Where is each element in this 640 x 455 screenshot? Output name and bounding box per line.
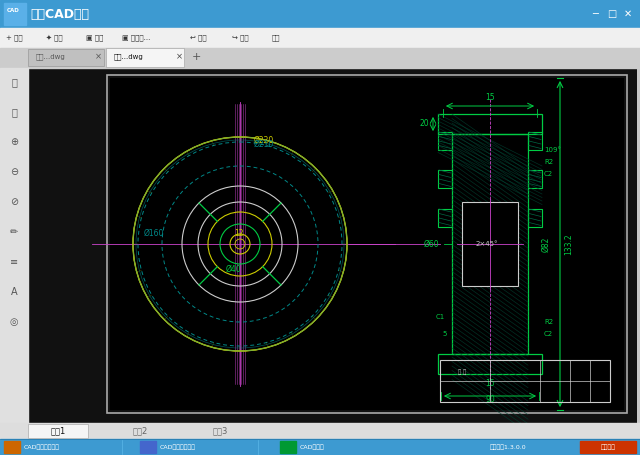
Text: 页面2: 页面2 — [132, 426, 148, 435]
Text: 12: 12 — [234, 229, 243, 238]
Text: ▣ 存储: ▣ 存储 — [86, 35, 104, 41]
Bar — [28, 68, 637, 423]
Text: ×: × — [95, 52, 102, 61]
Text: + 打开: + 打开 — [6, 35, 22, 41]
Bar — [4, 3, 26, 25]
Bar — [4, 441, 20, 453]
Text: 🔍: 🔍 — [11, 77, 17, 87]
Text: ↩ 后退: ↩ 后退 — [190, 35, 207, 41]
Text: Ø82: Ø82 — [541, 236, 550, 252]
Text: ⊖: ⊖ — [10, 167, 18, 177]
Text: 5: 5 — [442, 331, 446, 337]
Bar — [110, 78, 624, 410]
Bar — [140, 441, 156, 453]
Bar — [528, 132, 542, 150]
Text: CAD转换器: CAD转换器 — [300, 444, 324, 450]
Text: CAD: CAD — [7, 7, 20, 12]
Text: 页面1: 页面1 — [51, 426, 66, 435]
Bar — [0, 68, 28, 423]
Text: 版本号：1.3.0.0: 版本号：1.3.0.0 — [490, 444, 527, 450]
Text: 90: 90 — [485, 395, 495, 404]
Text: 133.2: 133.2 — [564, 233, 573, 255]
Bar — [28, 49, 104, 66]
Text: ─: ─ — [592, 9, 598, 19]
Text: C2: C2 — [544, 171, 553, 177]
Text: ✦ 设置: ✦ 设置 — [46, 35, 63, 41]
Bar — [438, 170, 452, 188]
Bar — [580, 441, 636, 453]
Text: ↪ 前进: ↪ 前进 — [232, 35, 248, 41]
Text: 在线客服: 在线客服 — [600, 444, 616, 450]
Bar — [528, 170, 542, 188]
Text: Ø40: Ø40 — [226, 265, 242, 274]
Bar — [438, 354, 542, 374]
Text: R2: R2 — [544, 319, 553, 325]
Text: 迅捷CAD看图: 迅捷CAD看图 — [30, 7, 89, 20]
Text: 直齿...dwg: 直齿...dwg — [36, 54, 66, 61]
Text: R2: R2 — [544, 159, 553, 165]
Bar — [0, 28, 640, 48]
Text: 🤚: 🤚 — [11, 107, 17, 117]
Text: ×: × — [176, 52, 183, 61]
Text: 页面3: 页面3 — [212, 426, 228, 435]
Text: ✕: ✕ — [624, 9, 632, 19]
Text: ◎: ◎ — [10, 317, 19, 327]
Bar — [0, 0, 640, 28]
Bar — [0, 439, 640, 455]
Text: ≡: ≡ — [10, 257, 18, 267]
Text: Ø210: Ø210 — [254, 140, 275, 149]
Bar — [438, 114, 542, 134]
Text: Ø60: Ø60 — [424, 239, 440, 248]
Text: CAD编辑器标准版: CAD编辑器标准版 — [24, 444, 60, 450]
Text: C1: C1 — [436, 314, 445, 320]
Text: 109°: 109° — [544, 147, 561, 153]
Text: +: + — [192, 52, 202, 62]
Bar — [0, 48, 640, 68]
Bar — [438, 209, 452, 227]
Bar — [280, 441, 296, 453]
Text: 15: 15 — [485, 93, 495, 102]
Text: ⊘: ⊘ — [10, 197, 18, 207]
Bar — [0, 423, 640, 439]
Bar — [107, 75, 627, 413]
Text: ✏: ✏ — [10, 227, 18, 237]
Text: □: □ — [607, 9, 616, 19]
Text: C2: C2 — [544, 331, 553, 337]
Text: 20: 20 — [420, 120, 429, 128]
Text: ⊕: ⊕ — [10, 137, 18, 147]
Text: 2×45°: 2×45° — [476, 241, 499, 247]
Bar — [462, 202, 518, 286]
Text: 删除: 删除 — [272, 35, 280, 41]
Text: Ø220: Ø220 — [254, 136, 275, 145]
Bar — [452, 134, 528, 354]
Text: 单 位: 单 位 — [458, 369, 467, 375]
Bar — [106, 48, 184, 67]
Bar — [440, 360, 610, 402]
Text: A: A — [11, 287, 17, 297]
Text: 15: 15 — [485, 379, 495, 388]
Text: Ø160: Ø160 — [144, 229, 164, 238]
Text: 带轮...dwg: 带轮...dwg — [114, 54, 144, 61]
Text: CAD编辑器专业版: CAD编辑器专业版 — [160, 444, 196, 450]
Bar — [528, 209, 542, 227]
Bar — [28, 424, 88, 438]
Bar — [438, 132, 452, 150]
Text: ▣ 另存为...: ▣ 另存为... — [122, 35, 150, 41]
